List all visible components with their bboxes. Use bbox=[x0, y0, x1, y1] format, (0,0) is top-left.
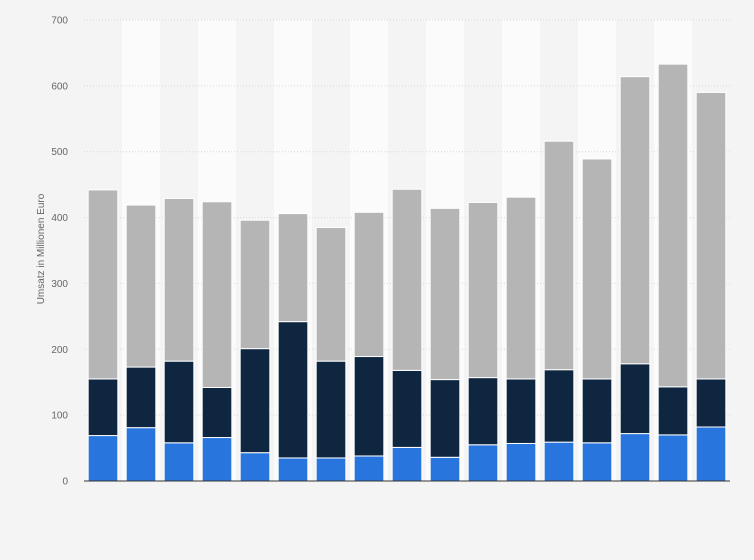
bar-segment-series-2 bbox=[429, 379, 461, 458]
bar-segment-series-2 bbox=[315, 360, 347, 459]
y-tick-label: 600 bbox=[51, 81, 68, 92]
bar-segment-series-3 bbox=[163, 197, 195, 362]
bar-segment-series-1 bbox=[391, 446, 423, 482]
bar-segment-series-2 bbox=[125, 366, 157, 429]
bar-segment-series-1 bbox=[657, 434, 689, 482]
bar-segment-series-3 bbox=[505, 196, 537, 380]
bar-segment-series-1 bbox=[543, 441, 575, 482]
bar-segment-series-2 bbox=[581, 378, 613, 444]
bar-segment-series-2 bbox=[467, 377, 499, 446]
y-tick-label: 100 bbox=[51, 411, 68, 422]
bar-segment-series-3 bbox=[619, 76, 651, 365]
y-tick-label: 200 bbox=[51, 345, 68, 356]
bar-segment-series-3 bbox=[125, 204, 157, 368]
y-tick-label: 0 bbox=[62, 477, 68, 488]
bar-segment-series-1 bbox=[277, 457, 309, 482]
bar-segment-series-2 bbox=[695, 378, 727, 428]
bar-segment-series-2 bbox=[353, 356, 385, 457]
bar-segment-series-3 bbox=[315, 226, 347, 362]
bar-segment-series-3 bbox=[391, 188, 423, 371]
y-tick-label: 400 bbox=[51, 213, 68, 224]
bar-segment-series-2 bbox=[543, 369, 575, 443]
bar-segment-series-1 bbox=[581, 442, 613, 482]
bar-segment-series-2 bbox=[657, 386, 689, 436]
bar-segment-series-2 bbox=[391, 369, 423, 448]
bar-segment-series-1 bbox=[87, 435, 119, 482]
bar-segment-series-3 bbox=[277, 213, 309, 323]
y-tick-label: 700 bbox=[51, 16, 68, 27]
bar-segment-series-1 bbox=[125, 427, 157, 482]
bar-segment-series-1 bbox=[353, 455, 385, 482]
bar-segment-series-3 bbox=[87, 189, 119, 380]
bar-segment-series-3 bbox=[581, 158, 613, 380]
bar-segment-series-1 bbox=[429, 456, 461, 482]
bar-segment-series-1 bbox=[201, 437, 233, 482]
bar-segment-series-1 bbox=[619, 433, 651, 482]
bar-segment-series-1 bbox=[163, 442, 195, 482]
bars bbox=[87, 63, 727, 482]
bar-segment-series-3 bbox=[695, 91, 727, 380]
bar-segment-series-3 bbox=[429, 207, 461, 381]
y-axis-title: Umsatz in Millionen Euro bbox=[36, 193, 47, 304]
bar-segment-series-3 bbox=[543, 140, 575, 371]
y-tick-label: 500 bbox=[51, 147, 68, 158]
y-axis-ticks: 0 100 200 300 400 500 600 700 bbox=[51, 16, 68, 488]
bar-segment-series-2 bbox=[619, 363, 651, 435]
bar-segment-series-2 bbox=[201, 386, 233, 439]
bar-segment-series-2 bbox=[505, 378, 537, 444]
bar-segment-series-1 bbox=[505, 442, 537, 482]
bar-segment-series-3 bbox=[353, 211, 385, 358]
bar-segment-series-2 bbox=[239, 348, 271, 454]
bar-segment-series-3 bbox=[239, 219, 271, 350]
y-tick-label: 300 bbox=[51, 279, 68, 290]
bar-segment-series-1 bbox=[315, 457, 347, 482]
bar-segment-series-2 bbox=[277, 321, 309, 459]
bar-segment-series-3 bbox=[201, 201, 233, 388]
bar-segment-series-3 bbox=[467, 201, 499, 379]
bar-segment-series-1 bbox=[239, 452, 271, 482]
bar-segment-series-1 bbox=[695, 426, 727, 482]
bar-segment-series-1 bbox=[467, 444, 499, 482]
bar-segment-series-2 bbox=[163, 360, 195, 444]
bar-segment-series-3 bbox=[657, 63, 689, 388]
bar-segment-series-2 bbox=[87, 378, 119, 437]
